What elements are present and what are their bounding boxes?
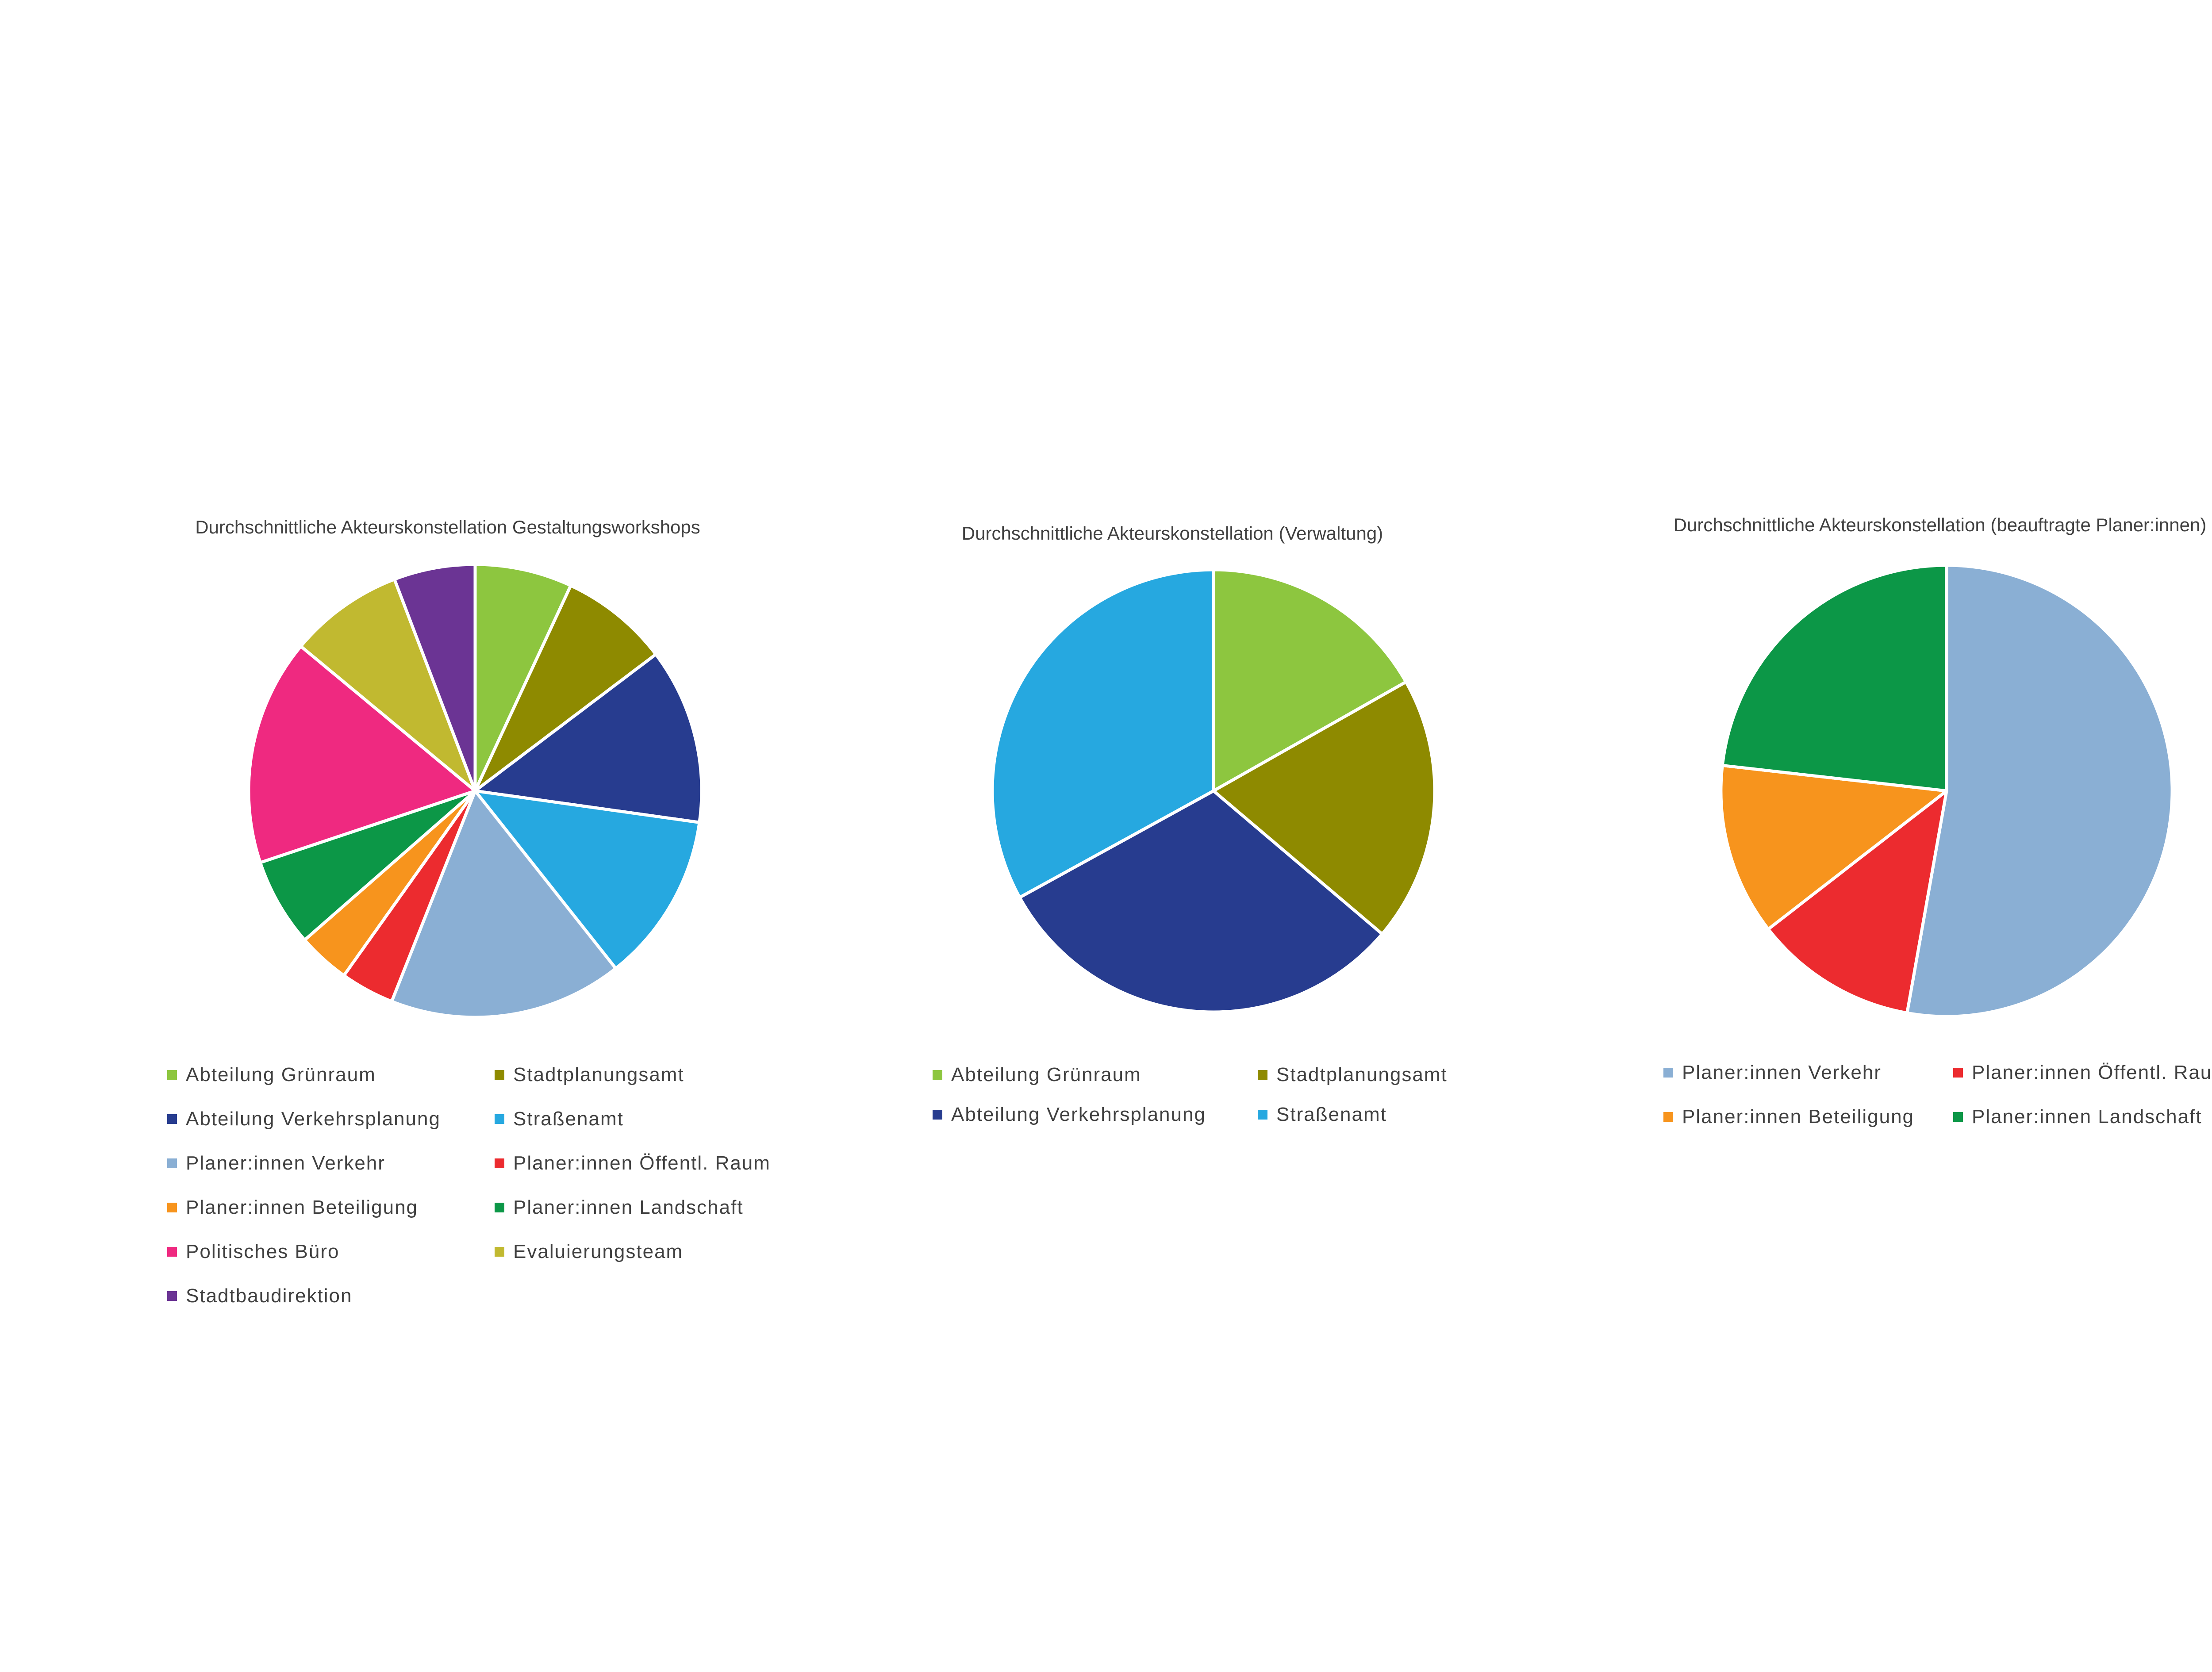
legend-item-planer-innen-offentl-raum: Planer:innen Öffentl. Raum xyxy=(495,1152,771,1174)
legend-label: Stadtplanungsamt xyxy=(1276,1064,1448,1085)
legend-swatch xyxy=(1258,1070,1267,1080)
pie-slice-stadtplanungsamt xyxy=(1212,680,1436,936)
pie-slice-planer-innen-landschaft xyxy=(1720,564,1948,793)
chart-title: Durchschnittliche Akteurskonstellation G… xyxy=(195,517,700,537)
legend-label: Planer:innen Verkehr xyxy=(1682,1062,1882,1083)
legend-swatch xyxy=(1663,1068,1673,1078)
legend-item-politisches-buro: Politisches Büro xyxy=(167,1241,339,1263)
legend-item-abteilung-grunraum: Abteilung Grünraum xyxy=(933,1064,1141,1086)
legend-swatch xyxy=(495,1114,504,1124)
legend-swatch xyxy=(167,1070,177,1080)
legend-item-abteilung-verkehrsplanung: Abteilung Verkehrsplanung xyxy=(167,1108,441,1130)
pie-slice-planer-innen-landschaft xyxy=(258,789,477,942)
legend-label: Planer:innen Öffentl. Raum xyxy=(1972,1062,2212,1083)
legend-swatch xyxy=(167,1158,177,1168)
legend-label: Planer:innen Verkehr xyxy=(186,1152,385,1174)
legend-label: Straßenamt xyxy=(1276,1104,1387,1125)
legend-item-stadtbaudirektion: Stadtbaudirektion xyxy=(167,1285,352,1307)
pie-slice-planer-innen-verkehr xyxy=(390,789,618,1019)
legend-label: Abteilung Verkehrsplanung xyxy=(951,1104,1206,1125)
legend-item-planer-innen-landschaft: Planer:innen Landschaft xyxy=(495,1196,744,1219)
legend-label: Stadtplanungsamt xyxy=(513,1064,684,1085)
chart-title: Durchschnittliche Akteurskonstellation (… xyxy=(961,523,1383,544)
legend-label: Planer:innen Landschaft xyxy=(1972,1106,2202,1127)
legend-swatch xyxy=(1258,1110,1267,1120)
pie-slice-planer-innen-beteiligung xyxy=(1719,763,1948,931)
pie-slice-stadtbaudirektion xyxy=(393,563,477,793)
pie-slice-planer-innen-verkehr xyxy=(1905,564,2174,1018)
legend-item-abteilung-verkehrsplanung: Abteilung Verkehrsplanung xyxy=(933,1104,1206,1126)
legend-item-strassenamt: Straßenamt xyxy=(495,1108,624,1130)
legend-item-planer-innen-beteiligung: Planer:innen Beteiligung xyxy=(1663,1106,1914,1128)
legend-item-abteilung-grunraum: Abteilung Grünraum xyxy=(167,1064,376,1086)
legend-swatch xyxy=(167,1114,177,1124)
legend-item-planer-innen-offentl-raum: Planer:innen Öffentl. Raum xyxy=(1953,1062,2212,1084)
legend-swatch xyxy=(1953,1068,1963,1078)
legend-swatch xyxy=(495,1158,504,1168)
pie-slice-strassenamt xyxy=(991,568,1215,899)
legend-swatch xyxy=(1663,1112,1673,1122)
legend-swatch xyxy=(167,1203,177,1212)
legend-swatch xyxy=(495,1203,504,1212)
legend-label: Stadtbaudirektion xyxy=(186,1285,353,1307)
legend-label: Abteilung Grünraum xyxy=(951,1064,1141,1085)
legend-swatch xyxy=(933,1070,942,1080)
pie-slice-politisches-buro xyxy=(247,644,477,864)
legend-label: Planer:innen Beteiligung xyxy=(186,1196,419,1218)
legend-item-planer-innen-verkehr: Planer:innen Verkehr xyxy=(167,1152,385,1174)
legend-item-evaluierungsteam: Evaluierungsteam xyxy=(495,1241,683,1263)
pie-slice-abteilung-grunraum xyxy=(473,563,572,793)
legend-swatch xyxy=(167,1291,177,1301)
legend-label: Planer:innen Beteiligung xyxy=(1682,1106,1915,1127)
pie-slice-abteilung-verkehrsplanung xyxy=(1018,789,1384,1014)
legend-label: Abteilung Verkehrsplanung xyxy=(186,1108,441,1130)
legend-label: Politisches Büro xyxy=(186,1241,340,1262)
legend-item-planer-innen-verkehr: Planer:innen Verkehr xyxy=(1663,1062,1882,1084)
legend-swatch xyxy=(495,1070,504,1080)
pie-slice-abteilung-verkehrsplanung xyxy=(473,652,703,824)
chart-title: Durchschnittliche Akteurskonstellation (… xyxy=(1673,514,2207,535)
pie-slice-abteilung-grunraum xyxy=(1212,568,1408,793)
legend-item-strassenamt: Straßenamt xyxy=(1258,1104,1387,1126)
legend-item-planer-innen-landschaft: Planer:innen Landschaft xyxy=(1953,1106,2202,1128)
pie-slice-strassenamt xyxy=(473,789,701,970)
pie-slice-planer-innen-offentl-raum xyxy=(1767,789,1948,1015)
legend-item-stadtplanungsamt: Stadtplanungsamt xyxy=(495,1064,684,1086)
legend-label: Abteilung Grünraum xyxy=(186,1064,376,1085)
pie-slice-evaluierungsteam xyxy=(299,578,477,793)
legend-item-planer-innen-beteiligung: Planer:innen Beteiligung xyxy=(167,1196,418,1219)
legend-label: Planer:innen Öffentl. Raum xyxy=(513,1152,771,1174)
pie-slice-stadtplanungsamt xyxy=(473,584,657,793)
legend-label: Evaluierungsteam xyxy=(513,1241,684,1262)
legend-swatch xyxy=(933,1110,942,1120)
legend-swatch xyxy=(495,1247,504,1257)
legend-label: Straßenamt xyxy=(513,1108,624,1130)
legend-swatch xyxy=(167,1247,177,1257)
legend-item-stadtplanungsamt: Stadtplanungsamt xyxy=(1258,1064,1448,1086)
legend-label: Planer:innen Landschaft xyxy=(513,1196,744,1218)
legend-swatch xyxy=(1953,1112,1963,1122)
